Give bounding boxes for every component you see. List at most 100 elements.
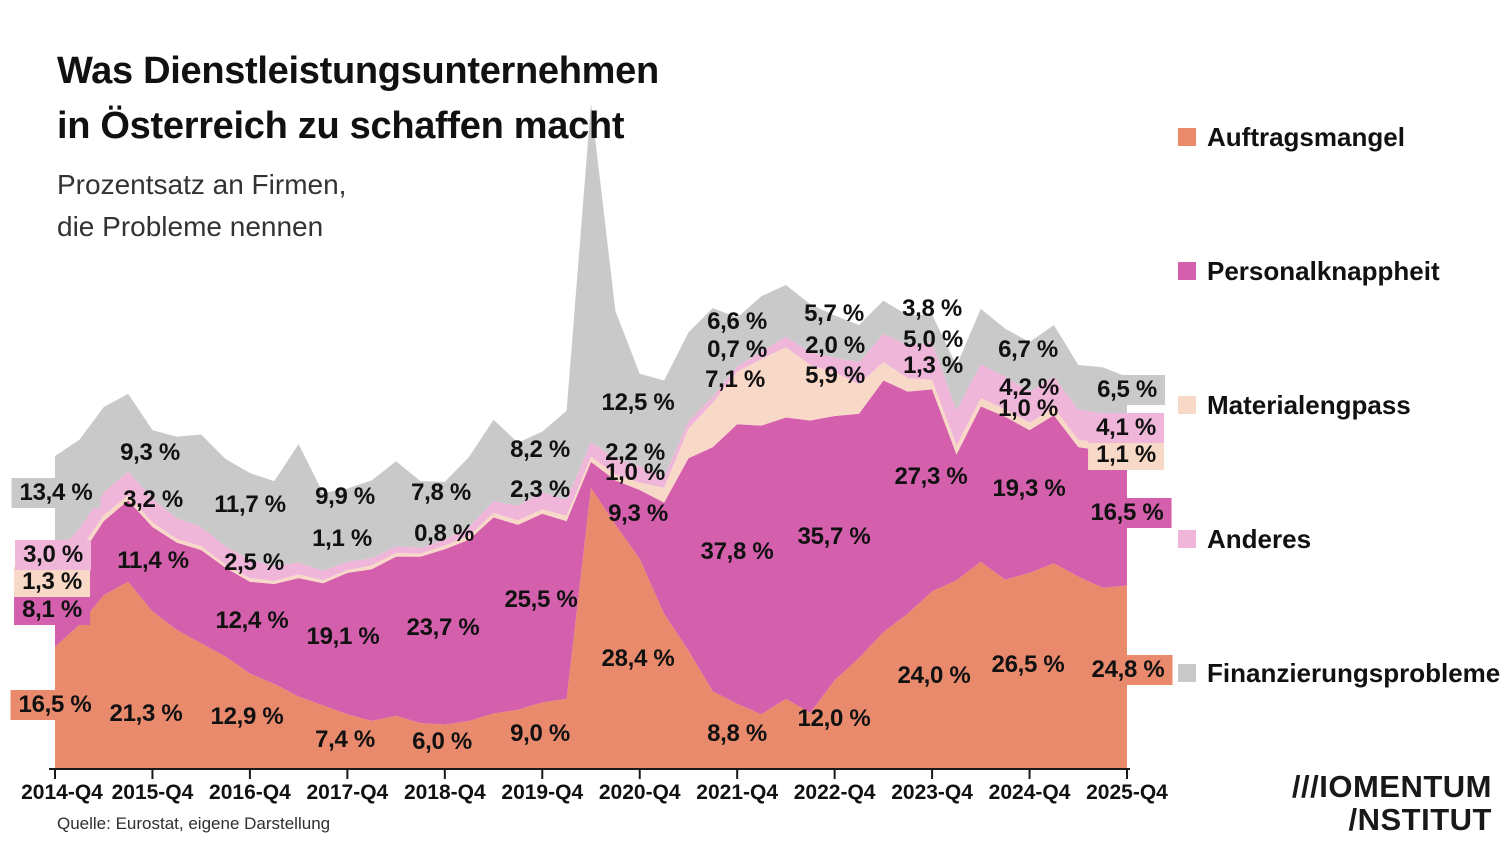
edge-value-chip: 4,1 % — [1088, 413, 1164, 443]
data-label: 2,5 % — [224, 549, 284, 576]
edge-value-chip: 24,8 % — [1083, 655, 1173, 685]
subtitle: Prozentsatz an Firmen, die Probleme nenn… — [57, 164, 659, 248]
legend-label: Auftragsmangel — [1207, 121, 1405, 152]
data-label: 5,9 % — [805, 362, 865, 389]
data-label: 5,0 % — [903, 326, 963, 353]
edge-value-chip: 1,1 % — [1088, 440, 1164, 470]
edge-value-chip: 8,1 % — [14, 595, 90, 625]
data-label: 19,3 % — [992, 475, 1066, 502]
data-label: 8,8 % — [707, 720, 767, 747]
x-tick-label-2025-Q4: 2025-Q4 — [1086, 781, 1168, 804]
data-label: 7,4 % — [315, 726, 375, 753]
edge-value-chip: 16,5 % — [1082, 498, 1172, 528]
x-tick-label-2019-Q4: 2019-Q4 — [501, 781, 584, 804]
data-label: 25,5 % — [504, 586, 578, 613]
legend-item-personalknappheit: Personalknappheit — [1178, 254, 1500, 288]
x-tick-label-2015-Q4: 2015-Q4 — [111, 781, 194, 804]
data-label: 2,2 % — [605, 439, 665, 466]
data-label: 2,0 % — [805, 332, 865, 359]
data-label: 9,0 % — [510, 720, 570, 747]
area-personalknappheit — [55, 380, 1127, 725]
data-label: 24,0 % — [897, 662, 971, 689]
data-label: 12,0 % — [797, 705, 871, 732]
legend-item-materialengpass: Materialengpass — [1178, 388, 1500, 422]
title-line-1: Was Dienstleistungsunternehmen — [57, 50, 659, 92]
data-label: 9,9 % — [315, 483, 375, 510]
data-label: 7,1 % — [705, 366, 765, 393]
data-label: 5,7 % — [804, 300, 864, 327]
page-title: Was Dienstleistungsunternehmen in Österr… — [57, 44, 659, 154]
x-tick-label-2024-Q4: 2024-Q4 — [988, 781, 1071, 804]
data-label: 27,3 % — [894, 463, 968, 490]
data-label: 12,4 % — [215, 607, 289, 634]
data-label: 23,7 % — [406, 614, 480, 641]
data-label: 1,1 % — [312, 525, 372, 552]
data-label: 1,3 % — [903, 352, 963, 379]
data-label: 3,2 % — [123, 486, 183, 513]
legend-swatch-icon — [1178, 128, 1196, 146]
legend-swatch-icon — [1178, 262, 1196, 280]
source-note: Quelle: Eurostat, eigene Darstellung — [57, 814, 331, 833]
x-tick-label-2023-Q4: 2023-Q4 — [891, 781, 973, 804]
legend-label: Finanzierungsprobleme — [1207, 657, 1500, 688]
area-finanzierungsprobleme — [55, 103, 1127, 571]
edge-value-chip: 3,0 % — [15, 540, 91, 570]
area-auftragsmangel — [55, 487, 1127, 769]
legend-label: Personalknappheit — [1207, 255, 1440, 286]
data-label: 6,7 % — [998, 336, 1058, 363]
legend-swatch-icon — [1178, 664, 1196, 682]
data-label: 7,8 % — [411, 479, 471, 506]
data-label: 9,3 % — [120, 439, 180, 466]
momentum-institut-logo: ///IOMENTUM /NSTITUT — [1292, 770, 1492, 837]
x-tick-label-2020-Q4: 2020-Q4 — [598, 781, 681, 804]
legend-item-auftragsmangel: Auftragsmangel — [1178, 120, 1500, 154]
area-materialengpass — [55, 347, 1127, 587]
title-line-2: in Österreich zu schaffen macht — [57, 105, 625, 148]
subtitle-line-1: Prozentsatz an Firmen, — [57, 169, 347, 201]
data-label: 21,3 % — [109, 700, 183, 727]
data-label: 9,3 % — [608, 500, 668, 527]
data-label: 4,2 % — [999, 374, 1059, 401]
data-label: 8,2 % — [510, 436, 570, 463]
edge-value-chip: 16,5 % — [10, 690, 100, 720]
x-tick-label-2016-Q4: 2016-Q4 — [209, 781, 291, 804]
data-label: 1,0 % — [605, 459, 665, 486]
chart-legend: Auftragsmangel Personalknappheit Materiale… — [1178, 120, 1500, 790]
legend-swatch-icon — [1178, 530, 1196, 548]
legend-swatch-icon — [1178, 396, 1196, 414]
x-tick-label-2021-Q4: 2021-Q4 — [696, 781, 779, 804]
legend-label: Materialengpass — [1207, 389, 1411, 420]
data-label: 6,6 % — [707, 308, 767, 335]
data-label: 35,7 % — [797, 523, 871, 550]
data-label: 3,8 % — [902, 295, 962, 322]
data-label: 6,0 % — [412, 728, 472, 755]
data-label: 37,8 % — [700, 538, 774, 565]
data-label: 0,7 % — [707, 336, 767, 363]
header: Was Dienstleistungsunternehmen in Österr… — [57, 44, 659, 248]
legend-label: Anderes — [1207, 523, 1312, 554]
edge-value-chip: 1,3 % — [14, 567, 90, 597]
data-label: 11,7 % — [214, 491, 286, 518]
data-label: 28,4 % — [601, 645, 675, 672]
logo-line-2: /NSTITUT — [1348, 802, 1492, 838]
data-label: 12,9 % — [210, 703, 284, 730]
data-label: 2,3 % — [510, 476, 570, 503]
x-tick-label-2017-Q4: 2017-Q4 — [306, 781, 389, 804]
x-tick-label-2014-Q4: 2014-Q4 — [21, 781, 103, 804]
data-label: 19,1 % — [306, 623, 380, 650]
x-tick-label-2022-Q4: 2022-Q4 — [793, 781, 876, 804]
data-label: 12,5 % — [601, 389, 675, 416]
x-tick-label-2018-Q4: 2018-Q4 — [403, 781, 486, 804]
subtitle-line-2: die Probleme nennen — [57, 211, 324, 243]
legend-item-finanzierungsprobleme: Finanzierungsprobleme — [1178, 656, 1500, 690]
data-label: 11,4 % — [117, 547, 189, 574]
data-label: 0,8 % — [414, 520, 474, 547]
edge-value-chip: 13,4 % — [11, 478, 101, 508]
edge-value-chip: 6,5 % — [1089, 375, 1165, 405]
legend-item-anderes: Anderes — [1178, 522, 1500, 556]
data-label: 26,5 % — [991, 651, 1065, 678]
data-label: 1,0 % — [998, 395, 1058, 422]
logo-line-1: ///IOMENTUM — [1291, 769, 1492, 804]
